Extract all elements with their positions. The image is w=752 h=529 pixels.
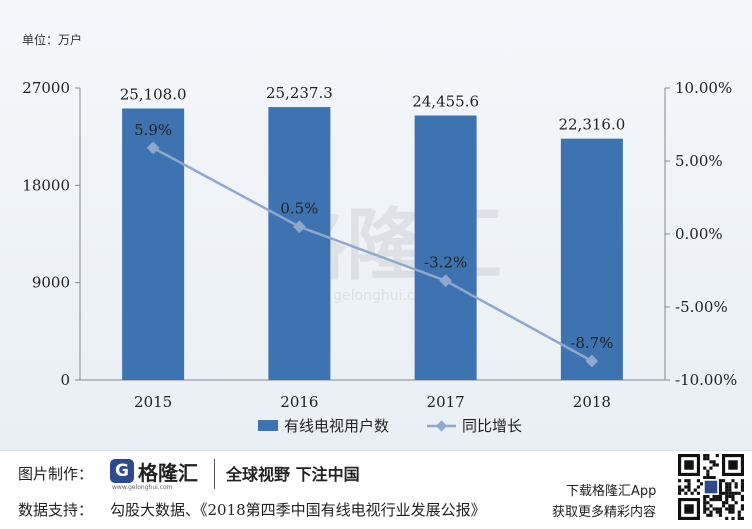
app-sub-text: 获取更多精彩内容 [552,505,657,520]
source-label: 数据支持： [18,501,94,519]
y-left-tick-label: 27000 [22,79,70,97]
chart-svg: 格隆汇 gelonghui.com 单位：万户 090001800027000 … [22,32,737,435]
y-left-tick-label: 18000 [22,176,70,194]
bar-data-label: 25,237.3 [266,84,333,102]
growth-point [439,274,452,288]
maker-label: 图片制作： [18,465,94,483]
chart-area: 格隆汇 gelonghui.com 单位：万户 0 9000 18000 27000 … [0,0,752,450]
legend-label: 同比增长 [462,417,522,435]
legend-swatch-marker [435,420,448,432]
y-right-tick-label: 5.00% [675,152,723,170]
qr-code-icon[interactable] [678,454,744,520]
bar [414,115,477,380]
source-text: 勾股大数据、《2018第四季中国有线电视行业发展公报》 [110,501,486,519]
growth-point [146,141,160,155]
unit-label: 单位：万户 [22,32,82,47]
footer-divider [214,459,215,489]
slogan: 全球视野 下注中国 [226,465,360,484]
growth-data-label: -8.7% [570,334,613,352]
brand-url: www.gelonghui.com [112,484,173,491]
x-tick-label: 2015 [134,393,172,411]
x-tick-label: 2016 [280,393,318,411]
growth-data-label: 5.9% [134,121,172,139]
growth-data-label: -3.2% [424,254,467,272]
legend-label: 有线电视用户数 [284,417,389,435]
x-tick-label: 2018 [573,393,611,411]
watermark-url: gelonghui.com [333,288,437,304]
bar [560,138,623,380]
y-right-tick-label: 10.00% [675,79,732,97]
bar-data-label: 25,108.0 [120,85,187,103]
y-left-tick-label: 9000 [32,274,70,292]
bar [268,107,331,381]
y-right-tick-label: 0.00% [675,225,723,243]
growth-line [152,146,593,363]
brand-logo-icon: G [110,459,134,483]
legend-swatch-bar [258,420,278,431]
bar-data-label: 24,455.6 [412,93,479,111]
app-download-text[interactable]: 下载格隆汇App [566,484,657,499]
bar-data-label: 22,316.0 [558,116,625,134]
x-tick-label: 2017 [427,393,465,411]
growth-data-label: 0.5% [280,200,318,218]
y-right-tick-label: -10.00% [675,371,737,389]
footer: 图片制作： G 格隆汇 www.gelonghui.com 全球视野 下注中国 … [0,450,752,529]
brand-name: 格隆汇 [138,461,198,485]
growth-point [293,220,306,234]
y-right-tick-label: -5.00% [675,298,728,316]
y-left-tick-label: 0 [60,371,70,389]
